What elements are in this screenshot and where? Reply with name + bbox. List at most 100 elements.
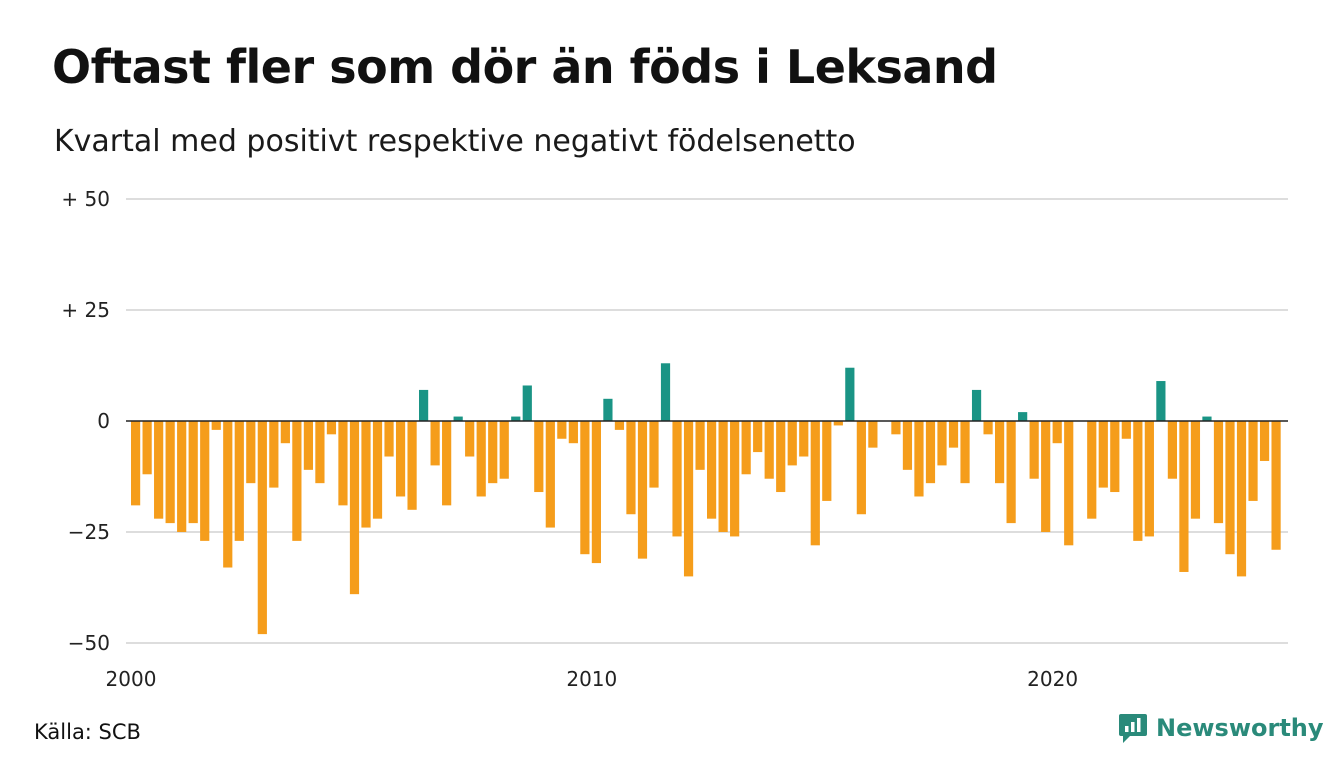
bar bbox=[925, 421, 936, 484]
bar bbox=[338, 421, 348, 506]
bar bbox=[580, 421, 590, 555]
bar bbox=[326, 421, 337, 435]
bar bbox=[660, 363, 671, 421]
bar bbox=[1098, 421, 1108, 488]
y-tick-label: 0 bbox=[97, 409, 110, 433]
bar bbox=[269, 421, 279, 488]
y-tick-label: + 50 bbox=[61, 187, 110, 211]
bar bbox=[257, 421, 267, 635]
bar bbox=[395, 421, 406, 497]
bar bbox=[234, 421, 244, 541]
bar bbox=[995, 421, 1005, 484]
bar bbox=[822, 421, 832, 501]
bar bbox=[1006, 421, 1016, 524]
bar bbox=[983, 421, 993, 435]
bar bbox=[1202, 416, 1212, 421]
bar bbox=[718, 421, 728, 532]
bar bbox=[1144, 421, 1154, 537]
bar bbox=[1213, 421, 1224, 524]
bar bbox=[891, 421, 901, 435]
bar bbox=[695, 421, 705, 470]
bar bbox=[419, 389, 429, 421]
bar bbox=[937, 421, 947, 466]
bar bbox=[856, 421, 866, 515]
axes: + 50 + 25 0 −25 −50 2000 2010 2020 bbox=[61, 187, 1288, 691]
bar bbox=[522, 385, 532, 421]
bar bbox=[603, 398, 613, 421]
source-note: Källa: SCB bbox=[34, 720, 141, 744]
bar bbox=[787, 421, 797, 466]
brand-name: Newsworthy bbox=[1156, 714, 1324, 742]
bar bbox=[707, 421, 717, 519]
bar bbox=[1236, 421, 1247, 577]
bar bbox=[730, 421, 740, 537]
bar bbox=[131, 421, 141, 506]
bar bbox=[1190, 421, 1201, 519]
bar bbox=[1041, 421, 1051, 532]
newsworthy-logo-icon bbox=[1119, 714, 1147, 743]
bar bbox=[1225, 421, 1235, 555]
bar bbox=[476, 421, 486, 497]
bar bbox=[372, 421, 383, 519]
bar bbox=[591, 421, 601, 564]
bar bbox=[154, 421, 164, 519]
bar bbox=[303, 421, 313, 470]
bar bbox=[1179, 421, 1189, 572]
bar bbox=[637, 421, 648, 559]
bar bbox=[1156, 381, 1166, 421]
bar bbox=[649, 421, 659, 488]
bar bbox=[683, 421, 694, 577]
bar bbox=[902, 421, 913, 470]
bar bbox=[545, 421, 555, 528]
bar bbox=[211, 421, 221, 430]
bar bbox=[1248, 421, 1258, 501]
bar bbox=[1064, 421, 1074, 546]
y-tick-label: + 25 bbox=[61, 298, 110, 322]
bar bbox=[488, 421, 498, 484]
bar bbox=[557, 421, 567, 439]
bar bbox=[948, 421, 959, 448]
bar bbox=[868, 421, 878, 448]
bar bbox=[1029, 421, 1039, 479]
bar bbox=[280, 421, 290, 444]
bar bbox=[165, 421, 175, 524]
bar bbox=[315, 421, 325, 484]
bar bbox=[292, 421, 302, 541]
bar bbox=[1133, 421, 1143, 541]
bar bbox=[1018, 412, 1028, 421]
bar bbox=[246, 421, 256, 484]
bar bbox=[499, 421, 509, 479]
bar bbox=[753, 421, 763, 453]
bar bbox=[971, 389, 982, 421]
bar bbox=[1121, 421, 1131, 439]
bar bbox=[1052, 421, 1062, 444]
bar bbox=[534, 421, 544, 493]
bar bbox=[1110, 421, 1120, 493]
bar bbox=[349, 421, 360, 595]
bar bbox=[430, 421, 440, 466]
brand-logo: Newsworthy bbox=[1118, 712, 1324, 744]
bar bbox=[511, 416, 521, 421]
y-tick-label: −50 bbox=[68, 631, 110, 655]
bar bbox=[741, 421, 751, 475]
y-tick-label: −25 bbox=[68, 520, 110, 544]
bar bbox=[188, 421, 198, 524]
bar bbox=[1167, 421, 1177, 479]
bar bbox=[568, 421, 578, 444]
bar bbox=[223, 421, 233, 568]
bar bbox=[384, 421, 394, 457]
bar bbox=[626, 421, 636, 515]
bar bbox=[442, 421, 452, 506]
bar bbox=[833, 421, 843, 426]
bar bbox=[453, 416, 463, 421]
x-tick-label: 2010 bbox=[566, 667, 617, 691]
bar bbox=[465, 421, 475, 457]
bar bbox=[614, 421, 625, 430]
bar bbox=[1259, 421, 1270, 461]
bar bbox=[799, 421, 809, 457]
bar bbox=[845, 367, 855, 421]
bar bbox=[960, 421, 970, 484]
bar bbox=[1087, 421, 1097, 519]
x-tick-label: 2020 bbox=[1027, 667, 1078, 691]
